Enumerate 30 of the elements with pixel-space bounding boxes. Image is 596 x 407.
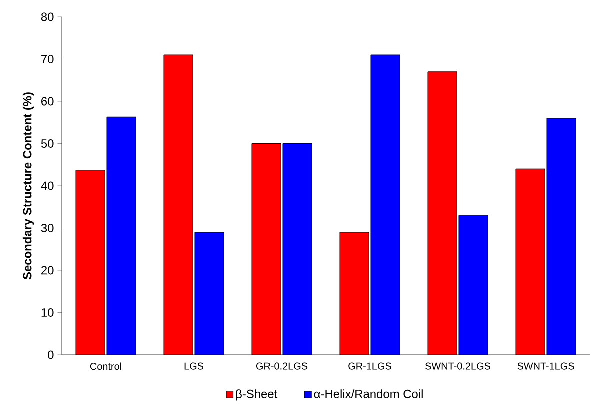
bar — [370, 55, 400, 355]
bar — [164, 55, 194, 355]
legend-label: α-Helix/Random Coil — [314, 390, 423, 398]
y-tick-label: 70 — [42, 55, 54, 64]
y-axis-title: Secondary Structure Content (%) — [22, 92, 34, 280]
x-tick-label: Control — [90, 362, 122, 370]
bar — [458, 216, 488, 355]
bar — [194, 232, 224, 355]
y-tick-label: 80 — [41, 12, 54, 22]
bar — [106, 117, 136, 355]
bar — [428, 72, 458, 355]
y-tick-label: 50 — [41, 140, 54, 148]
x-tick-label: SWNT-1LGS — [518, 362, 574, 370]
bar — [252, 144, 282, 355]
bar — [76, 170, 106, 355]
x-tick-label: LGS — [184, 362, 204, 370]
legend-label: β-Sheet — [236, 390, 278, 401]
bar — [546, 118, 576, 355]
x-tick-label: GR-1LGS — [348, 362, 392, 370]
bar — [340, 232, 370, 355]
y-tick-label: 20 — [42, 266, 54, 275]
bar — [282, 144, 312, 355]
x-tick-label: SWNT-0.2LGS — [426, 362, 490, 370]
y-tick-label: 40 — [41, 182, 54, 190]
y-tick-label: 60 — [42, 97, 54, 106]
y-tick-label: 30 — [41, 224, 54, 232]
y-tick-label: 10 — [42, 308, 54, 317]
y-tick-label: 0 — [48, 350, 54, 360]
x-tick-label: GR-0.2LGS — [256, 362, 308, 370]
bar — [516, 168, 546, 355]
